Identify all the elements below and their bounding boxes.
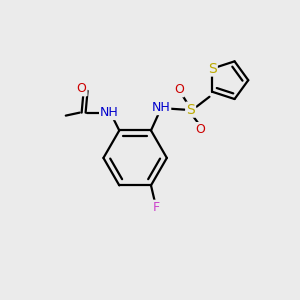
Text: NH: NH bbox=[100, 106, 119, 119]
Text: NH: NH bbox=[152, 101, 170, 114]
Text: O: O bbox=[174, 83, 184, 96]
Text: S: S bbox=[186, 103, 195, 117]
Text: O: O bbox=[196, 123, 206, 136]
Text: S: S bbox=[208, 61, 217, 76]
Text: O: O bbox=[77, 82, 87, 95]
Text: F: F bbox=[152, 201, 160, 214]
